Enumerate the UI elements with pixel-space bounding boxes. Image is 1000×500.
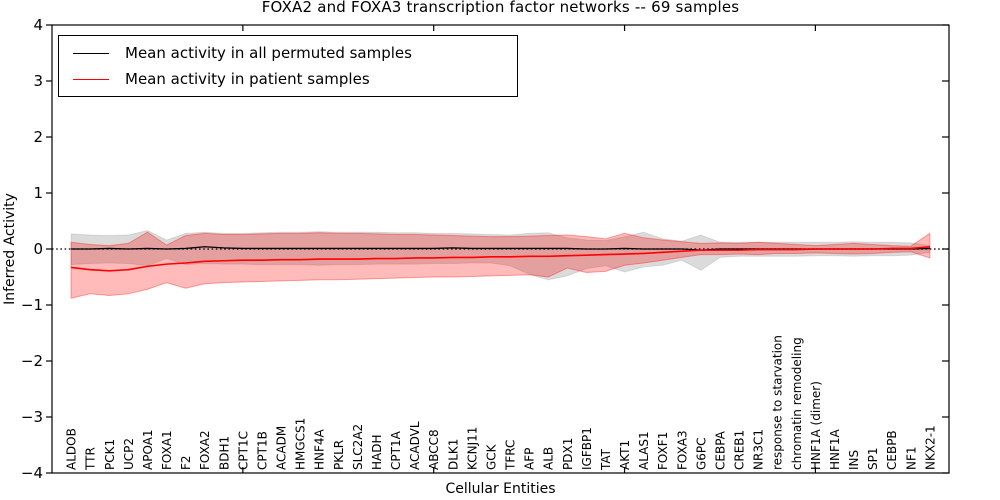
x-tick-label: IGFBP1 (580, 427, 594, 470)
y-tick-label: 0 (33, 240, 43, 258)
x-tick-label: TAT (599, 448, 613, 471)
x-tick-label: CEBPB (885, 430, 899, 470)
legend-line-red-icon (73, 78, 109, 80)
x-tick-label: NKX2-1 (923, 425, 937, 470)
patient-mean-line (70, 245, 930, 272)
x-tick-label: ACADVL (408, 421, 422, 470)
legend-line-black-icon (73, 52, 109, 54)
x-tick-label: SP1 (866, 448, 880, 471)
y-tick-label: −4 (21, 464, 43, 482)
x-tick-label: AFP (523, 448, 537, 470)
chart-title: FOXA2 and FOXA3 transcription factor net… (261, 0, 740, 16)
x-tick-label: DLK1 (446, 439, 460, 470)
x-tick-label: FOXA1 (160, 430, 174, 470)
x-tick-label: F2 (179, 455, 193, 470)
x-tick-label: CEBPA (713, 430, 727, 470)
x-tick-label: response to starvation (771, 335, 785, 470)
x-tick-label: FOXA3 (675, 430, 689, 470)
x-tick-label: HMGCS1 (294, 418, 308, 470)
x-tick-label: UCP2 (122, 438, 136, 470)
legend: Mean activity in all permuted samples Me… (58, 35, 518, 97)
x-tick-label: CPT1B (255, 431, 269, 470)
y-tick-label: −2 (21, 352, 43, 370)
legend-label-permuted: Mean activity in all permuted samples (125, 44, 412, 62)
x-tick-label: HNF4A (313, 428, 327, 470)
legend-item-patient: Mean activity in patient samples (59, 70, 517, 88)
x-tick-label: CPT1C (236, 431, 250, 470)
x-tick-label: FOXA2 (198, 430, 212, 470)
x-tick-label: ACADM (275, 426, 289, 470)
x-tick-label: PKLR (332, 440, 346, 470)
x-tick-label: INS (847, 450, 861, 470)
y-tick-label: 1 (33, 184, 43, 202)
x-tick-label: TTR (84, 447, 98, 471)
x-tick-label: chromatin remodeling (790, 337, 804, 470)
x-tick-label: HNF1A (828, 428, 842, 470)
x-tick-label: CPT1A (389, 430, 403, 470)
x-tick-label: GCK (484, 443, 498, 470)
legend-item-permuted: Mean activity in all permuted samples (59, 44, 517, 62)
y-tick-label: 3 (33, 72, 43, 90)
x-tick-label: APOA1 (141, 429, 155, 470)
x-tick-label: PDX1 (561, 438, 575, 470)
x-tick-label: HNF1A (dimer) (809, 381, 823, 470)
x-tick-label: AKT1 (618, 440, 632, 470)
x-tick-label: TFRC (504, 440, 518, 471)
x-tick-label: NF1 (904, 446, 918, 470)
y-tick-label: 4 (33, 16, 43, 34)
y-tick-label: −3 (21, 408, 43, 426)
x-tick-label: ALB (542, 447, 556, 470)
y-tick-label: −1 (21, 296, 43, 314)
x-tick-label: CREB1 (733, 430, 747, 470)
x-tick-label: SLC2A2 (351, 424, 365, 470)
legend-label-patient: Mean activity in patient samples (125, 70, 370, 88)
x-tick-label: ABCC8 (427, 429, 441, 470)
x-tick-label: FOXF1 (656, 432, 670, 470)
x-tick-label: PCK1 (103, 439, 117, 470)
x-tick-label: ALAS1 (637, 431, 651, 470)
x-tick-label: NR3C1 (752, 429, 766, 470)
x-tick-label: ALDOB (65, 428, 79, 470)
permuted-samples-std-band (70, 229, 931, 281)
x-tick-label: HADH (370, 435, 384, 471)
y-axis-label: Inferred Activity (2, 193, 18, 305)
x-tick-label: KCNJ11 (465, 427, 479, 470)
y-tick-label: 2 (33, 128, 43, 146)
x-tick-label: G6PC (694, 437, 708, 470)
x-axis-label: Cellular Entities (445, 481, 556, 497)
x-tick-label: BDH1 (217, 436, 231, 470)
